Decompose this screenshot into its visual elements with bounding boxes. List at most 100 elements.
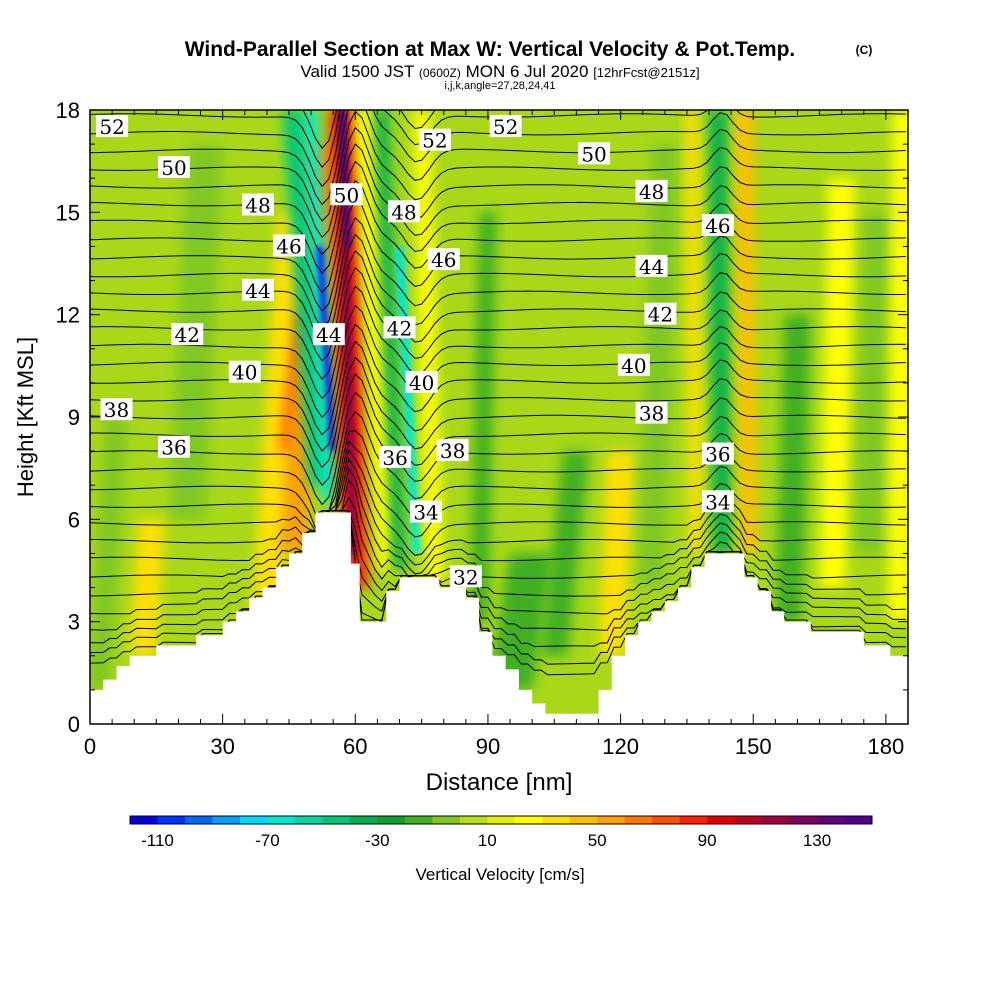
colorbar-swatch [542,816,571,824]
theta-isoline [90,217,906,329]
theta-label: 50 [330,183,363,207]
velocity-band [684,110,703,554]
velocity-band [541,451,590,656]
y-tick-label: 15 [56,200,80,225]
theta-label: 36 [158,435,191,460]
colorbar: -110 -70 -30 10 50 90 130 [129,815,873,850]
theta-label: 36 [379,445,412,470]
theta-label: 38 [635,401,668,426]
theta-label: 32 [449,565,482,589]
theta-isoline [90,510,906,615]
velocity-band [598,451,634,656]
colorbar-swatch [487,816,516,824]
theta-label-box [449,565,482,588]
theta-label-text: 36 [161,436,186,460]
theta-label-box [635,401,668,424]
theta-isoline [90,266,906,380]
theta-label: 50 [578,142,611,166]
velocity-band [775,314,811,622]
theta-label-box [635,179,668,202]
valid-date: MON 6 Jul 2020 [466,62,589,81]
x-tick-label: 180 [868,734,905,759]
theta-label-text: 34 [413,501,438,525]
theta-label-text: 44 [639,255,664,279]
theta-label-box [100,398,133,421]
theta-isoline [90,478,906,579]
theta-isoline [90,304,906,419]
x-tick-label: 120 [602,734,639,759]
colorbar-label: Vertical Velocity [cm/s] [415,865,584,884]
theta-isoline [90,198,906,312]
colorbar-swatch [569,816,598,824]
theta-isoline [90,440,906,538]
theta-label: 52 [96,115,129,139]
theta-label-box [635,254,668,277]
theta-label-box [701,490,734,513]
theta-label-box [171,323,204,346]
valid-time-line: Valid 1500 JST (0600Z) MON 6 Jul 2020 [1… [300,62,699,81]
y-tick-label: 0 [68,712,80,737]
theta-isoline [90,391,906,506]
theta-isoline [90,249,906,362]
valid-utc: (0600Z) [419,66,461,80]
colorbar-swatch [459,816,488,824]
theta-label-text: 36 [382,446,407,470]
theta-label-box [242,193,275,216]
y-axis-label: Height [Kft MSL] [13,337,38,497]
theta-isoline [90,110,906,222]
theta-label: 52 [418,128,451,153]
theta-label-text: 38 [440,439,465,463]
terrain-mask [90,512,908,724]
theta-label-text: 46 [276,234,301,258]
theta-isoline [90,323,906,436]
theta-label: 48 [242,193,275,218]
colorbar-frame [129,815,873,825]
y-tick-label: 18 [56,98,80,123]
theta-isoline [90,160,906,274]
colorbar-swatch [377,816,406,824]
theta-label-text: 42 [175,323,200,347]
theta-label: 52 [489,115,522,139]
theta-isoline [90,143,906,256]
theta-label-text: 50 [161,156,186,180]
theta-label: 46 [427,248,460,272]
theta-label-text: 46 [431,248,456,272]
theta-label-text: 48 [245,194,270,218]
theta-label: 40 [617,353,650,378]
theta-label-box [242,278,275,301]
theta-label-box [383,316,416,339]
theta-isoline [90,340,906,452]
colorbar-swatch [239,816,268,824]
theta-label-box [410,500,443,523]
colorbar-tick-label: -110 [141,831,174,850]
colorbar-swatch [679,816,708,824]
y-tick-label: 9 [68,405,80,430]
colorbar-swatch [707,816,736,824]
colorbar-swatch [624,816,653,824]
theta-isoline [90,233,906,345]
colorbar-swatch [349,816,378,824]
colorbar-tick-label: 130 [803,831,831,850]
theta-label-text: 38 [104,398,129,422]
theta-label: 42 [171,323,204,347]
theta-label: 48 [387,200,420,224]
theta-isoline [90,285,906,400]
x-axis: 0 30 60 90 120 150 180 [84,110,904,759]
theta-label: 44 [635,254,668,279]
theta-label: 34 [410,500,443,525]
theta-label-text: 40 [232,361,257,385]
velocity-band [336,110,359,554]
theta-label: 38 [100,398,133,422]
theta-label: 48 [635,179,668,204]
theta-label-box [617,353,650,376]
theta-label-box [312,323,345,346]
colorbar-swatch [734,816,763,824]
theta-label-box [701,213,734,236]
contour-labels: 5250484644424038365044524846424038363432… [96,115,734,589]
theta-label-text: 42 [648,303,673,327]
colorbar-tick-label: 10 [478,831,497,850]
theta-label-box [436,439,469,462]
theta-label-box [644,302,677,325]
theta-label-text: 44 [316,323,341,347]
theta-isoline [90,458,906,566]
